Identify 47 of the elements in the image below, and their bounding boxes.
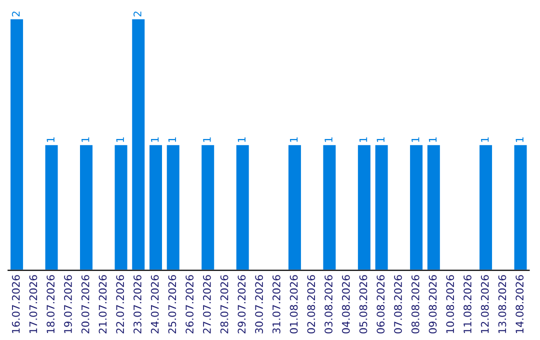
x-tick-label: 13.08.2026 xyxy=(498,275,506,333)
x-tick-label: 17.07.2026 xyxy=(29,275,38,333)
x-tick-label: 12.08.2026 xyxy=(480,275,489,333)
x-tick-label: 21.07.2026 xyxy=(98,275,107,334)
x-tick-label: 10.08.2026 xyxy=(446,275,454,333)
x-tick-label: 14.08.2026 xyxy=(516,275,524,333)
data-label: 1 xyxy=(168,137,176,142)
data-label: 1 xyxy=(82,137,90,142)
x-tick-label: 19.07.2026 xyxy=(64,275,72,333)
data-label: 1 xyxy=(412,137,420,142)
data-label: 2 xyxy=(12,12,20,16)
x-tick-label: 24.07.2026 xyxy=(150,275,159,334)
x-tick-label: 11.08.2026 xyxy=(464,275,472,333)
data-label: 1 xyxy=(46,137,54,142)
data-label: 1 xyxy=(428,137,437,142)
x-tick-label: 05.08.2026 xyxy=(359,275,368,334)
data-label: 2 xyxy=(134,12,142,16)
x-tick-label: 03.08.2026 xyxy=(324,275,332,334)
x-tick-label: 20.07.2026 xyxy=(81,275,90,334)
data-label: 1 xyxy=(376,137,384,142)
data-label: 1 xyxy=(203,137,211,142)
x-tick-label: 09.08.2026 xyxy=(428,275,437,334)
x-tick-label: 28.07.2026 xyxy=(220,275,228,334)
x-tick-label: 31.07.2026 xyxy=(272,275,280,334)
x-tick-label: 26.07.2026 xyxy=(186,275,194,334)
data-label: 1 xyxy=(481,137,489,142)
x-tick-label: 25.07.2026 xyxy=(168,275,176,334)
x-tick-label: 18.07.2026 xyxy=(46,275,55,333)
x-tick-label: 01.08.2026 xyxy=(290,275,298,334)
data-label: 1 xyxy=(359,137,368,142)
data-label: 1 xyxy=(290,137,298,142)
x-tick-label: 23.07.2026 xyxy=(134,275,142,334)
data-label: 1 xyxy=(324,137,332,142)
x-tick-label: 27.07.2026 xyxy=(203,275,211,334)
x-tick-label: 08.08.2026 xyxy=(411,275,420,334)
x-tick-label: 04.08.2026 xyxy=(342,275,350,334)
x-tick-label: 06.08.2026 xyxy=(376,275,385,334)
x-tick-label: 30.07.2026 xyxy=(255,275,263,334)
x-tick-label: 07.08.2026 xyxy=(394,275,402,334)
data-label: 1 xyxy=(238,137,246,142)
x-tick-label: 29.07.2026 xyxy=(238,275,246,334)
data-label: 1 xyxy=(116,137,124,142)
x-tick-label: 22.07.2026 xyxy=(116,275,124,334)
x-tick-label: 02.08.2026 xyxy=(307,275,316,334)
data-label: 1 xyxy=(516,137,524,142)
x-tick-label: 16.07.2026 xyxy=(12,275,20,333)
data-label: 1 xyxy=(151,137,159,142)
